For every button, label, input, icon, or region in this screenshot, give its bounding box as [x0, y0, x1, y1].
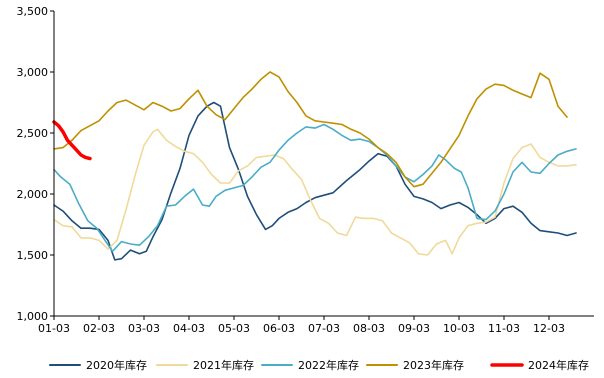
x-tick-label: 09-03: [398, 322, 430, 335]
plot-area: [52, 71, 577, 261]
series-line-5: [52, 120, 92, 161]
x-tick-label: 06-03: [263, 322, 295, 335]
y-tick-label: 1,500: [17, 249, 49, 262]
legend: 2020年库存 2021年库存 2022年库存 2023年库存 2024年库存: [49, 358, 589, 372]
legend-label: 2021年库存: [193, 358, 254, 372]
legend-label: 2020年库存: [86, 358, 147, 372]
series-line-2: [53, 128, 577, 256]
x-tick-label: 12-03: [533, 322, 565, 335]
y-axis: 1,000 1,500 2,000 2,500 3,000 3,500: [17, 5, 55, 323]
x-tick-label: 04-03: [173, 322, 205, 335]
x-axis: 01-03 02-03 03-03 04-03 05-03 06-03 07-03 08-03…: [38, 315, 594, 335]
x-tick-label: 05-03: [218, 322, 250, 335]
x-tick-label: 07-03: [308, 322, 340, 335]
x-tick-label: 02-03: [83, 322, 115, 335]
legend-item: 2023年库存: [366, 358, 464, 372]
legend-label: 2024年库存: [528, 358, 589, 372]
x-tick-label: 08-03: [353, 322, 385, 335]
legend-label: 2022年库存: [298, 358, 359, 372]
x-tick-label: 01-03: [38, 322, 70, 335]
y-tick-label: 2,000: [17, 188, 49, 201]
x-tick-label: 03-03: [128, 322, 160, 335]
legend-item: 2024年库存: [490, 358, 589, 372]
y-tick-label: 1,000: [17, 310, 49, 323]
legend-label: 2023年库存: [403, 358, 464, 372]
x-tick-label: 10-03: [443, 322, 475, 335]
series-line-4: [53, 71, 568, 188]
series-line-1: [53, 101, 577, 261]
y-tick-label: 2,500: [17, 127, 49, 140]
legend-item: 2021年库存: [156, 358, 254, 372]
series-line-3: [53, 123, 577, 253]
legend-item: 2020年库存: [49, 358, 147, 372]
x-tick-label: 11-03: [488, 322, 520, 335]
y-tick-label: 3,000: [17, 66, 49, 79]
y-tick-label: 3,500: [17, 5, 49, 18]
legend-item: 2022年库存: [261, 358, 359, 372]
